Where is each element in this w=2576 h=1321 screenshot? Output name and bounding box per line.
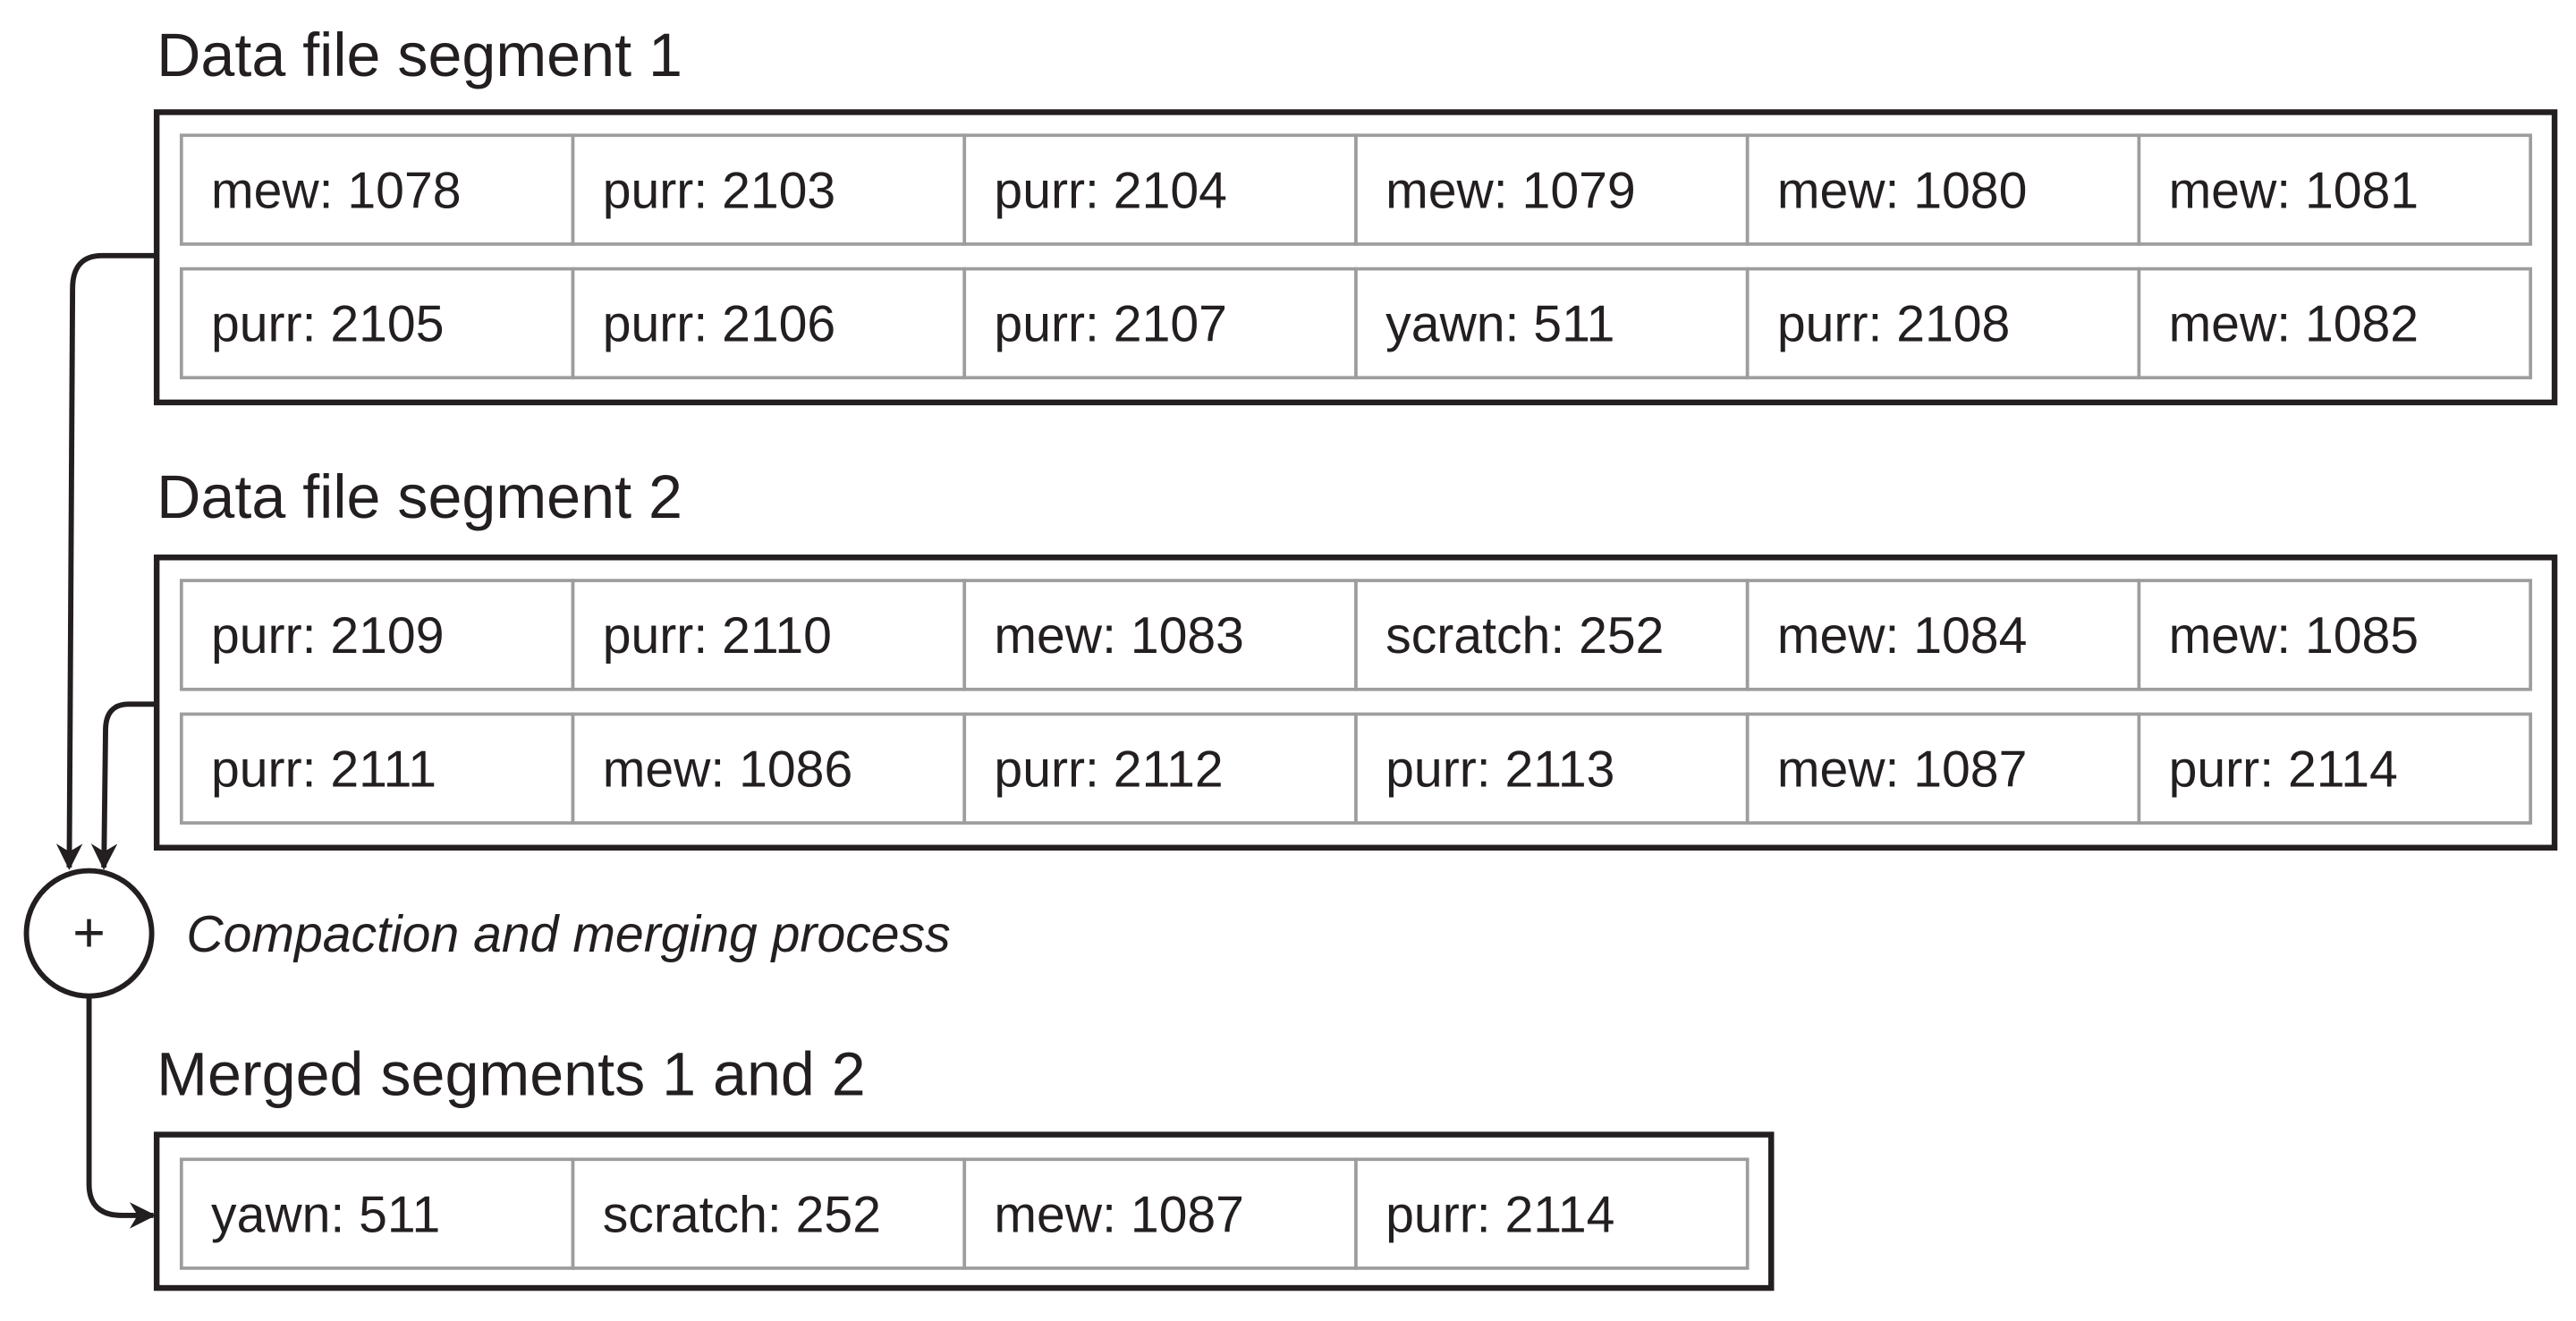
- record-text: purr: 2111: [211, 741, 436, 799]
- record-cell: [962, 267, 1358, 380]
- record-text: mew: 1082: [2169, 296, 2419, 353]
- record-cell: [1745, 579, 2141, 691]
- merge-process-node: +: [23, 868, 155, 999]
- record-text: purr: 2113: [1385, 741, 1614, 799]
- record-text: purr: 2114: [2169, 741, 2398, 799]
- record-text: mew: 1081: [2169, 162, 2419, 219]
- record-text: purr: 2110: [603, 607, 832, 665]
- record-text: mew: 1080: [1777, 162, 2028, 219]
- record-cell: [962, 579, 1358, 691]
- record-cell: [179, 1157, 575, 1270]
- record-cell: [2137, 579, 2532, 691]
- record-cell: [1354, 1157, 1750, 1270]
- record-cell: [179, 133, 575, 246]
- record-text: purr: 2112: [994, 741, 1223, 799]
- segment-2-cells: purr: 2109 purr: 2110 mew: 1083 scratch: 25…: [179, 579, 2532, 825]
- record-text: purr: 2104: [994, 162, 1226, 219]
- plus-icon: +: [72, 902, 106, 964]
- record-cell: [2137, 267, 2532, 380]
- record-cell: [179, 267, 575, 380]
- record-cell: [1745, 712, 2141, 825]
- record-cell: [1745, 267, 2141, 380]
- record-cell: [571, 712, 967, 825]
- record-cell: [179, 579, 575, 691]
- merged-box: [153, 1131, 1775, 1291]
- record-text: mew: 1085: [2169, 607, 2419, 665]
- record-cell: [1354, 579, 1750, 691]
- record-cell: [1745, 133, 2141, 246]
- record-cell: [571, 579, 967, 691]
- record-text: mew: 1086: [603, 741, 853, 799]
- segment-2-title: Data file segment 2: [157, 463, 682, 531]
- record-text: purr: 2109: [211, 607, 444, 665]
- arrow-merge-to-output: [86, 995, 157, 1229]
- record-text: purr: 2105: [211, 296, 444, 353]
- merged-title: Merged segments 1 and 2: [157, 1040, 866, 1108]
- record-text: mew: 1087: [1777, 741, 2028, 799]
- record-text: mew: 1078: [211, 162, 462, 219]
- arrow-segment-2-to-merge: [90, 701, 157, 870]
- record-text: yawn: 511: [211, 1186, 440, 1243]
- record-cell: [571, 267, 967, 380]
- record-text: scratch: 252: [1385, 607, 1664, 665]
- record-text: yawn: 511: [1385, 296, 1614, 353]
- segment-1-title: Data file segment 1: [157, 21, 682, 89]
- record-text: purr: 2107: [994, 296, 1226, 353]
- record-cell: [962, 712, 1358, 825]
- record-cell: [2137, 712, 2532, 825]
- record-text: purr: 2106: [603, 296, 835, 353]
- record-cell: [1354, 712, 1750, 825]
- record-cell: [2137, 133, 2532, 246]
- merged-cells: yawn: 511 scratch: 252 mew: 1087 purr: 2114: [179, 1157, 1750, 1270]
- record-text: purr: 2114: [1385, 1186, 1614, 1243]
- segment-1-cells: mew: 1078 purr: 2103 purr: 2104 mew: 1079 me…: [179, 133, 2532, 380]
- record-cell: [1354, 267, 1750, 380]
- record-cell: [571, 133, 967, 246]
- record-cell: [571, 1157, 967, 1270]
- record-text: purr: 2103: [603, 162, 835, 219]
- arrow-segment-1-to-merge: [55, 252, 157, 870]
- record-text: mew: 1083: [994, 607, 1244, 665]
- record-text: mew: 1079: [1385, 162, 1636, 219]
- record-text: purr: 2108: [1777, 296, 2010, 353]
- process-caption: Compaction and merging process: [186, 906, 950, 963]
- record-text: mew: 1087: [994, 1186, 1244, 1243]
- record-text: scratch: 252: [603, 1186, 881, 1243]
- record-text: mew: 1084: [1777, 607, 2028, 665]
- record-cell: [1354, 133, 1750, 246]
